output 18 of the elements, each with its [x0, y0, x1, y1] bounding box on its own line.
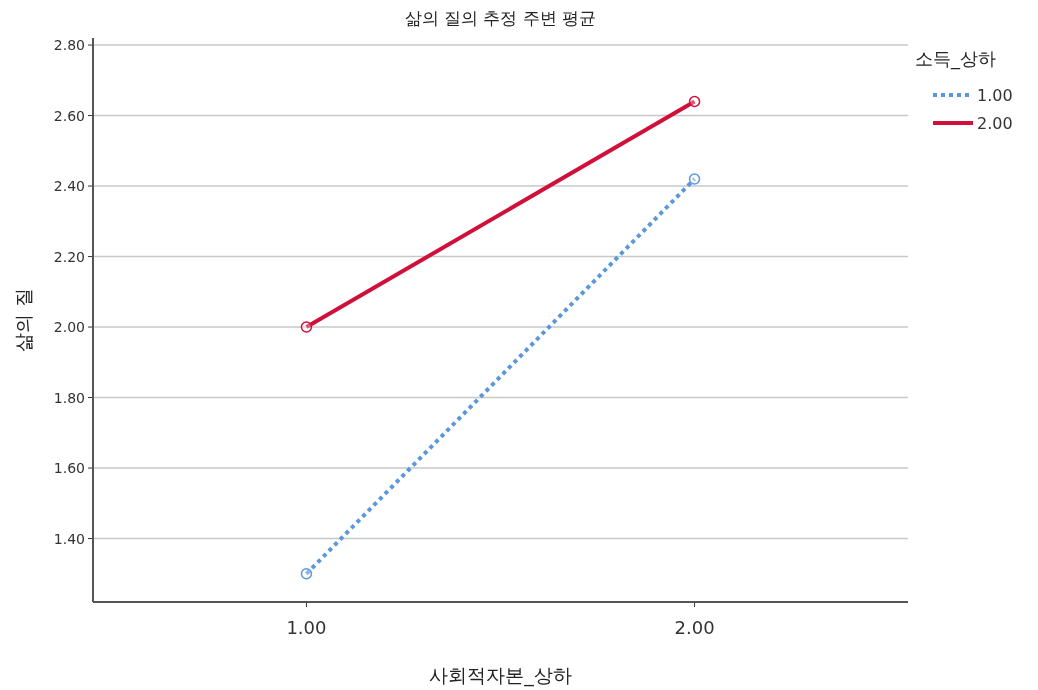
x-axis-title: 사회적자본_상하 [429, 664, 572, 687]
y-axis-title: 삶의 질 [12, 288, 34, 352]
legend-label: 2.00 [977, 114, 1013, 133]
y-tick-label: 1.80 [53, 389, 85, 406]
legend-label: 1.00 [977, 86, 1013, 105]
y-tick-label: 2.60 [53, 107, 85, 124]
y-tick-label: 2.00 [53, 319, 85, 336]
point [300, 568, 313, 580]
chart-title: 삶의 질의 추정 주변 평균 [404, 8, 597, 28]
y-tick-label: 2.20 [53, 248, 85, 265]
y-tick-label: 1.40 [53, 530, 85, 547]
point [300, 321, 313, 333]
point [688, 173, 701, 185]
legend-title: 소득_상하 [915, 48, 996, 70]
point [688, 95, 701, 108]
y-tick-label: 2.40 [53, 178, 85, 195]
y-tick-label: 2.80 [53, 37, 85, 54]
y-tick-label: 1.60 [53, 460, 85, 477]
